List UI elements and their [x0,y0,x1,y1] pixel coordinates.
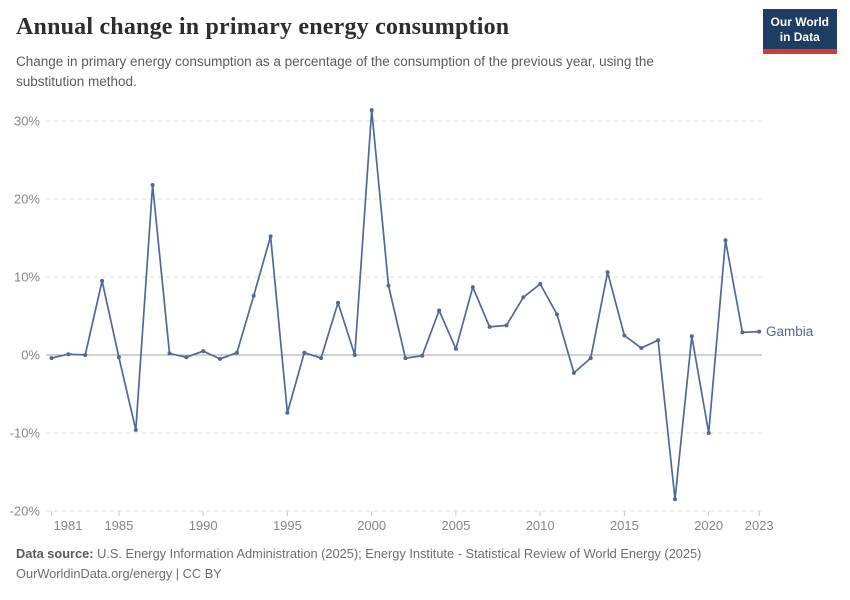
data-point [521,295,526,300]
x-axis-tick-label: 2000 [357,518,386,533]
data-point [167,351,172,356]
x-axis-tick-label: 2020 [694,518,723,533]
data-point [588,356,593,361]
chart-subtitle: Change in primary energy consumption as … [16,54,654,89]
x-axis-tick-label: 2010 [526,518,555,533]
y-axis-tick-label: 20% [14,192,40,207]
data-point [555,312,559,317]
x-axis-tick-label: 1990 [189,518,218,533]
x-axis-tick-label: 2005 [441,518,470,533]
data-point [706,431,711,435]
data-point [403,356,408,361]
data-point [352,353,357,357]
data-point [218,356,222,361]
data-point [487,324,492,329]
data-point [66,352,71,357]
data-point [268,234,273,239]
data-point [723,238,728,243]
owid-logo-line2: in Data [779,29,820,44]
y-axis-tick-label: 30% [14,114,40,129]
data-point [49,356,54,361]
data-point [437,308,442,313]
y-axis-tick-label: -20% [10,504,41,519]
data-point [319,356,324,361]
datasource-label: Data source: [16,546,94,561]
data-point [639,346,644,350]
footer-license-line: OurWorldinData.org/energy | CC BY [16,564,836,584]
x-axis-tick-label: 1981 [54,518,83,533]
data-point [740,330,745,335]
x-axis-tick-label: 1995 [273,518,302,533]
page-title: Annual change in primary energy consumpt… [16,14,510,40]
data-point [605,270,610,275]
data-point [150,183,155,187]
data-point [336,300,340,305]
data-point [470,285,475,290]
data-point [251,293,256,298]
footer-datasource-line: Data source: U.S. Energy Information Adm… [16,544,836,564]
x-axis-tick-label: 1985 [104,518,133,533]
footer-link[interactable]: OurWorldinData.org/energy | CC BY [16,566,222,582]
y-axis-tick-label: 0% [21,348,40,363]
data-point [302,350,307,355]
data-point [133,427,138,432]
data-point [622,333,627,338]
data-point [234,350,239,355]
data-point [504,323,509,328]
y-axis-tick-label: -10% [10,426,41,441]
data-point [757,329,762,334]
data-point [538,282,543,286]
y-axis-tick-label: 10% [14,270,40,285]
data-point [571,370,576,375]
entity-label[interactable]: Gambia [766,324,814,339]
chart-footer: Data source: U.S. Energy Information Adm… [16,544,836,585]
owid-logo-line1: Our World [770,15,829,29]
data-point [369,108,374,113]
data-point [689,334,694,339]
datasource-text: U.S. Energy Information Administration (… [97,546,702,561]
data-point [673,497,677,502]
data-point [116,355,121,360]
x-axis-tick-label: 2023 [745,518,774,533]
owid-logo: Our World in Data [762,9,837,55]
data-point [285,410,290,415]
data-point [420,353,425,358]
data-point [184,355,189,360]
x-axis-tick-label: 2015 [610,518,639,533]
data-point [386,283,391,288]
data-point [201,349,206,354]
data-point [100,278,105,283]
data-point [83,353,88,357]
gambia-series-line [50,109,761,501]
data-point [656,338,661,343]
data-point [453,346,458,351]
